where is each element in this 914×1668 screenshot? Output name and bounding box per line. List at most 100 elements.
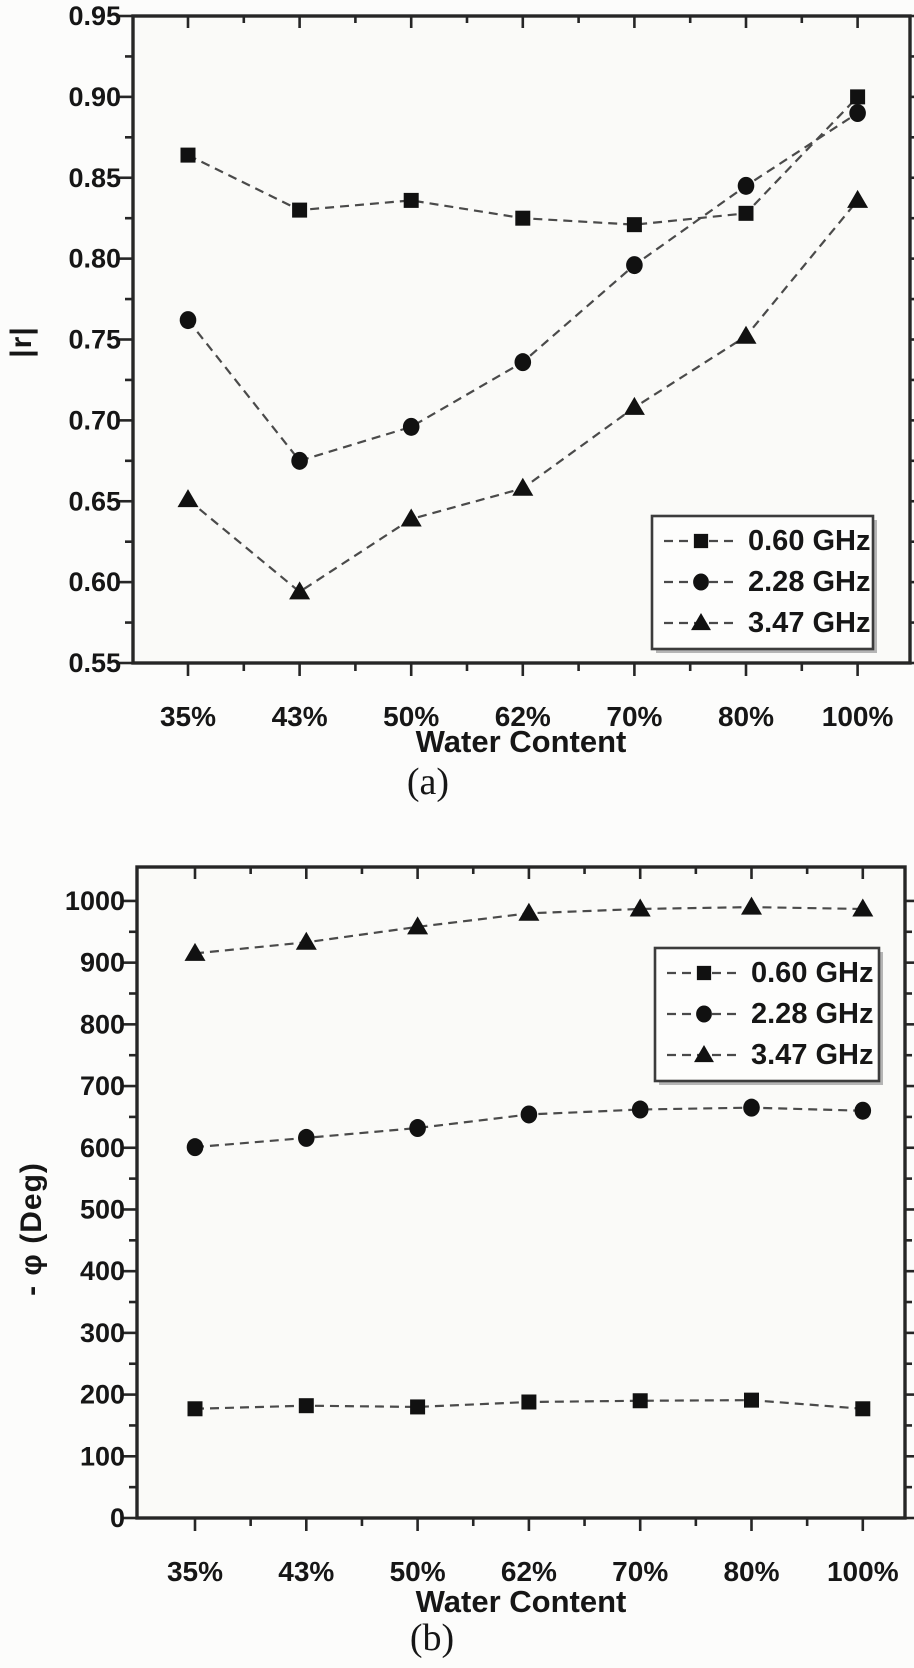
square-marker <box>696 965 712 981</box>
legend-box <box>653 946 881 1083</box>
plot-frame <box>135 865 907 1520</box>
circle-marker <box>409 1119 426 1138</box>
y-tick-label: 0.55 <box>68 648 121 678</box>
legend-entry-label: 0.60 GHz <box>751 957 874 989</box>
triangle-marker <box>629 898 651 917</box>
circle-marker <box>693 573 709 591</box>
legend-box <box>650 514 875 651</box>
triangle-marker <box>289 581 311 600</box>
y-axis-title-b: - φ (Deg) <box>15 1162 48 1296</box>
y-tick-label: 0.60 <box>68 567 121 597</box>
y-tick-label: 100 <box>80 1441 125 1471</box>
y-tick-label: 0.65 <box>68 486 121 516</box>
square-marker <box>855 1401 871 1417</box>
y-tick-label: 200 <box>80 1380 125 1410</box>
y-tick-label: 800 <box>80 1009 125 1039</box>
circle-marker <box>743 1098 760 1117</box>
panel-label-a: (a) <box>406 761 450 803</box>
y-tick-label: 0 <box>110 1503 125 1533</box>
circle-marker <box>626 256 643 275</box>
triangle-marker <box>177 489 199 508</box>
legend-entry-label: 0.60 GHz <box>748 525 871 557</box>
square-marker <box>744 1392 759 1408</box>
square-marker <box>292 202 308 218</box>
y-tick-label: 600 <box>80 1133 125 1163</box>
y-tick-label: 0.80 <box>68 244 121 274</box>
triangle-marker <box>518 902 540 921</box>
square-marker <box>298 1398 314 1414</box>
triangle-marker <box>691 613 711 631</box>
y-tick-label: 900 <box>80 948 125 978</box>
y-tick-label: 1000 <box>65 886 125 916</box>
x-tick-label: 62% <box>495 701 551 732</box>
y-tick-label: 300 <box>80 1318 125 1348</box>
triangle-marker <box>184 942 206 961</box>
circle-marker <box>298 1128 315 1147</box>
circle-marker <box>514 353 532 372</box>
x-tick-label: 70% <box>612 1556 668 1587</box>
square-marker <box>850 89 866 105</box>
triangle-marker <box>741 896 762 915</box>
panel-label-b: (b) <box>409 1617 455 1659</box>
triangle-marker <box>735 325 757 344</box>
circle-marker <box>179 311 197 330</box>
square-marker <box>693 533 709 549</box>
triangle-marker <box>694 1045 714 1063</box>
triangle-marker <box>407 916 429 935</box>
legend: 0.60 GHz 2.28 GHz 3.47 GHz <box>650 514 877 653</box>
x-tick-label: 35% <box>167 1556 223 1587</box>
triangle-marker <box>295 931 317 950</box>
y-tick-label: 500 <box>80 1194 125 1224</box>
x-tick-label: 43% <box>278 1556 334 1587</box>
y-tick-label: 0.85 <box>68 163 121 193</box>
x-axis-title-a: Water Content <box>415 724 627 759</box>
x-tick-label: 100% <box>827 1556 899 1587</box>
y-tick-label: 0.90 <box>68 82 121 112</box>
square-marker <box>626 217 642 233</box>
triangle-marker <box>623 396 645 415</box>
x-tick-label: 43% <box>272 701 328 732</box>
circle-marker <box>696 1005 712 1023</box>
circle-marker <box>402 417 420 436</box>
triangle-marker <box>847 189 869 208</box>
y-tick-label: 0.70 <box>68 405 121 435</box>
legend-entry-label: 2.28 GHz <box>751 998 874 1030</box>
legend-entry-label: 2.28 GHz <box>748 566 871 598</box>
circle-marker <box>854 1101 872 1120</box>
circle-marker <box>737 176 755 195</box>
x-tick-label: 50% <box>390 1556 446 1587</box>
x-tick-label: 80% <box>723 1556 779 1587</box>
x-tick-label: 100% <box>822 701 894 732</box>
x-tick-label: 70% <box>606 701 662 732</box>
square-marker <box>187 1401 203 1417</box>
legend-entry-label: 3.47 GHz <box>751 1039 874 1071</box>
square-marker <box>410 1399 426 1415</box>
circle-marker <box>520 1105 538 1124</box>
x-tick-label: 50% <box>383 701 439 732</box>
square-marker <box>515 210 531 226</box>
x-tick-label: 62% <box>501 1556 557 1587</box>
x-tick-label: 35% <box>160 701 216 732</box>
x-tick-label: 80% <box>718 701 774 732</box>
square-marker <box>738 205 754 221</box>
chart-panel-b: 0 100 200 300 400 500 600 700 800 900 1000 35% 43% 50… <box>65 865 914 1587</box>
circle-marker <box>186 1138 204 1157</box>
circle-marker <box>631 1100 649 1119</box>
triangle-marker <box>400 508 422 527</box>
y-tick-label: 0.95 <box>68 1 121 31</box>
triangle-marker <box>852 898 874 917</box>
square-marker <box>180 147 196 163</box>
x-axis-title-b: Water Content <box>415 1584 627 1619</box>
legend-entry-label: 3.47 GHz <box>748 607 871 639</box>
y-axis-title-a: |r| <box>5 326 38 358</box>
y-tick-label: 400 <box>80 1256 125 1286</box>
square-marker <box>632 1393 648 1409</box>
square-marker <box>521 1394 537 1410</box>
chart-panel-a: 0.55 0.60 0.65 0.70 0.75 0.80 0.85 0.90 0.95 35% 4… <box>68 1 914 732</box>
circle-marker <box>291 451 308 470</box>
y-tick-label: 0.75 <box>68 325 121 355</box>
y-tick-label: 700 <box>80 1071 125 1101</box>
legend: 0.60 GHz 2.28 GHz 3.47 GHz <box>653 946 883 1085</box>
triangle-marker <box>512 477 534 496</box>
